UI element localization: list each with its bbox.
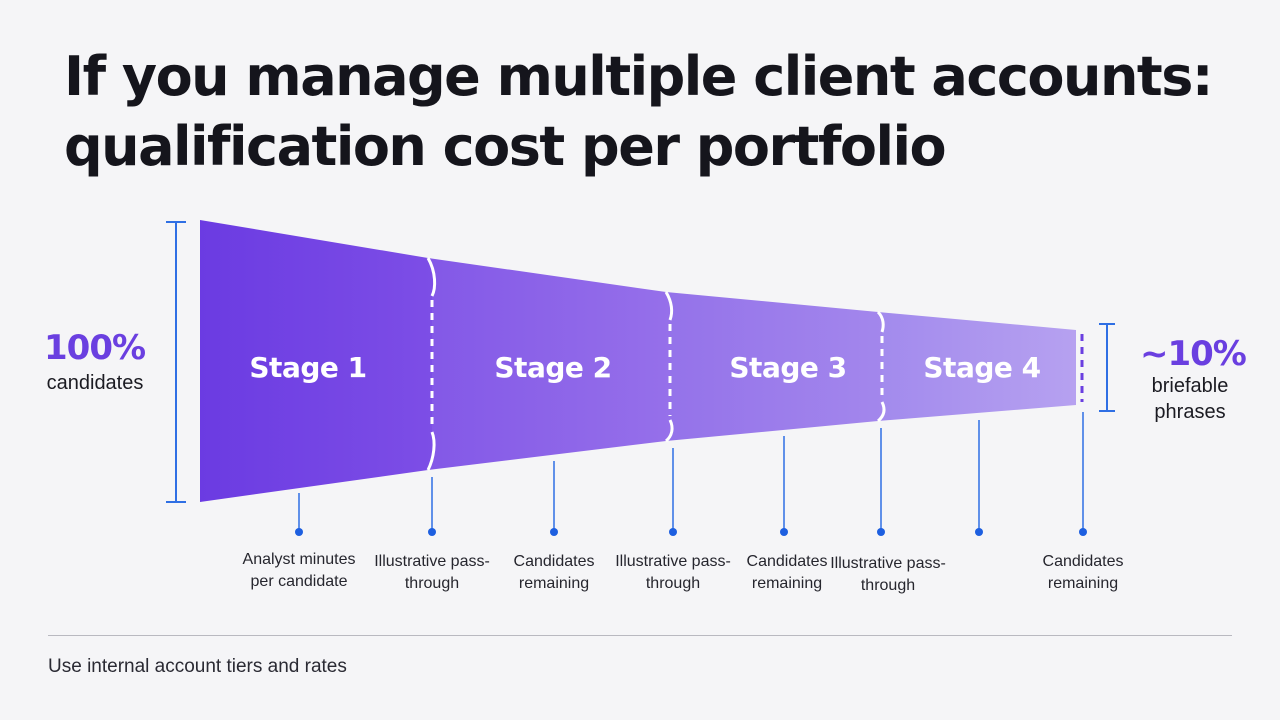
leader-dot-2 bbox=[428, 528, 436, 536]
stage-label-4: Stage 4 bbox=[923, 351, 1040, 384]
separator-1-end bbox=[426, 431, 436, 471]
separator-2-end bbox=[664, 419, 674, 443]
leader-dot-4 bbox=[669, 528, 677, 536]
separator-1 bbox=[426, 257, 437, 297]
right-bracket bbox=[1099, 323, 1115, 412]
footnote: Use internal account tiers and rates bbox=[48, 656, 347, 677]
footer-divider bbox=[48, 635, 1232, 636]
caption-2: Illustrative pass-through bbox=[374, 553, 490, 592]
caption-leaders bbox=[295, 412, 1087, 536]
funnel-stage-1 bbox=[200, 220, 435, 502]
funnel-stage-3 bbox=[666, 292, 885, 441]
stage-label-3: Stage 3 bbox=[729, 351, 846, 384]
start-percentage: 100% bbox=[44, 328, 146, 368]
title-line-1: If you manage multiple client accounts: bbox=[64, 45, 1213, 108]
leader-dot-3 bbox=[550, 528, 558, 536]
leader-dot-5 bbox=[780, 528, 788, 536]
start-caption: candidates bbox=[46, 372, 144, 394]
caption-5: Candidates remaining bbox=[746, 553, 828, 592]
end-percentage: ~10% bbox=[1140, 334, 1247, 374]
leader-dot-1 bbox=[295, 528, 303, 536]
stage-label-2: Stage 2 bbox=[494, 351, 611, 384]
separator-3-end bbox=[876, 401, 886, 423]
funnel-stage-4 bbox=[878, 312, 1076, 421]
stage-label-1: Stage 1 bbox=[249, 351, 366, 384]
funnel-stage-2 bbox=[428, 258, 673, 470]
title-line-2: qualification cost per portfolio bbox=[64, 115, 947, 178]
caption-8: Candidates remaining bbox=[1042, 553, 1124, 592]
caption-6: Illustrative pass-through bbox=[830, 555, 946, 594]
leader-dot-7 bbox=[975, 528, 983, 536]
left-bracket bbox=[166, 221, 186, 503]
caption-1: Analyst minutes per candidate bbox=[242, 551, 356, 590]
stage-separators bbox=[426, 257, 886, 471]
separator-2 bbox=[664, 291, 674, 321]
caption-4: Illustrative pass-through bbox=[615, 553, 731, 592]
separator-3 bbox=[876, 310, 885, 333]
leader-dot-8 bbox=[1079, 528, 1087, 536]
caption-3: Candidates remaining bbox=[513, 553, 595, 592]
page-title: If you manage multiple client accounts: … bbox=[64, 42, 1244, 182]
end-caption: briefable phrases bbox=[1151, 375, 1229, 423]
leader-dot-6 bbox=[877, 528, 885, 536]
